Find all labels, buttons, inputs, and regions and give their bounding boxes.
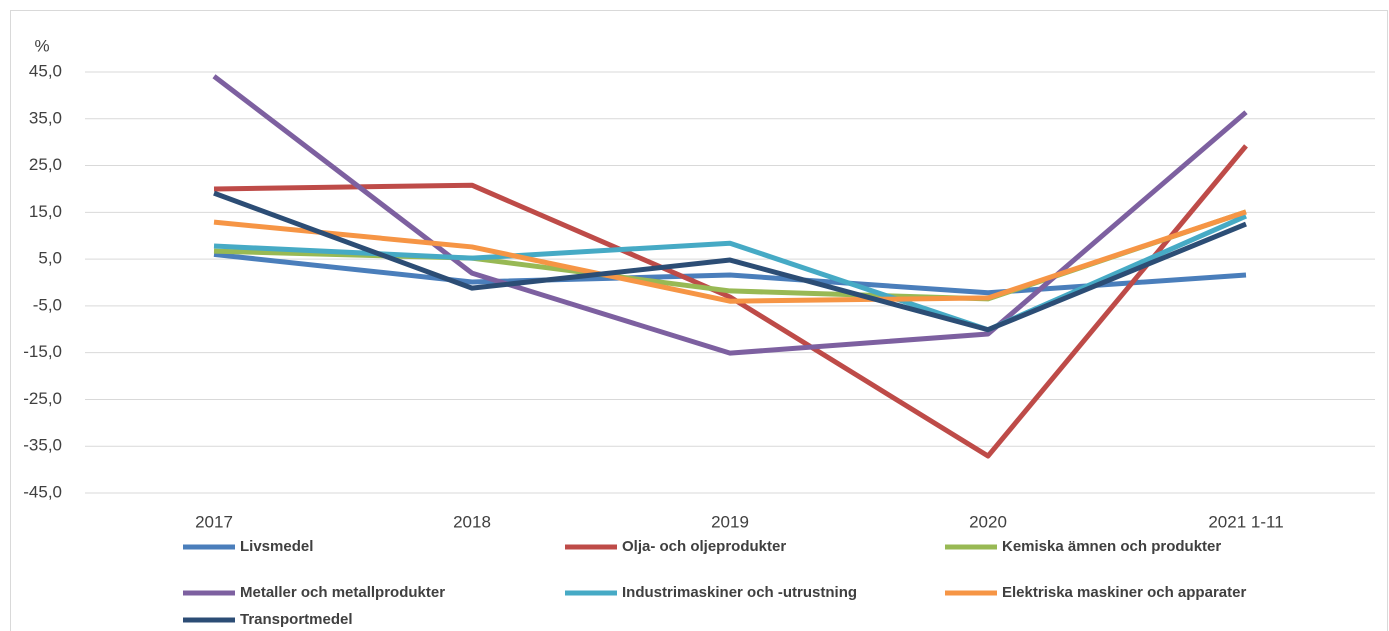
y-unit-label: % (34, 36, 49, 55)
series-line (213, 144, 1248, 459)
series-line (213, 190, 1247, 333)
y-tick-label: 25,0 (29, 155, 62, 174)
chart-border (10, 10, 1388, 631)
legend-label: Metaller och metallprodukter (240, 584, 445, 601)
y-tick-label: 15,0 (29, 202, 62, 221)
legend-label: Olja- och oljeprodukter (622, 538, 786, 555)
y-tick-label: 35,0 (29, 108, 62, 127)
y-tick-label: -15,0 (23, 342, 62, 361)
x-tick-label: 2017 (195, 512, 233, 531)
legend-label: Livsmedel (240, 538, 313, 555)
legend-label: Kemiska ämnen och produkter (1002, 538, 1221, 555)
y-tick-label: -45,0 (23, 482, 62, 501)
y-tick-label: 45,0 (29, 61, 62, 80)
legend-label: Industrimaskiner och -utrustning (622, 584, 857, 601)
legend-label: Transportmedel (240, 611, 353, 628)
legend-label: Elektriska maskiner och apparater (1002, 584, 1246, 601)
y-tick-label: -5,0 (33, 295, 62, 314)
x-tick-label: 2021 1-11 (1208, 512, 1283, 531)
x-tick-label: 2019 (711, 512, 749, 531)
x-tick-label: 2018 (453, 512, 491, 531)
series-line (213, 209, 1247, 304)
series-line (213, 251, 1247, 296)
y-tick-label: 5,0 (38, 249, 62, 268)
x-tick-label: 2020 (969, 512, 1007, 531)
y-tick-label: -25,0 (23, 389, 62, 408)
y-tick-label: -35,0 (23, 436, 62, 455)
series-line (212, 74, 1248, 356)
